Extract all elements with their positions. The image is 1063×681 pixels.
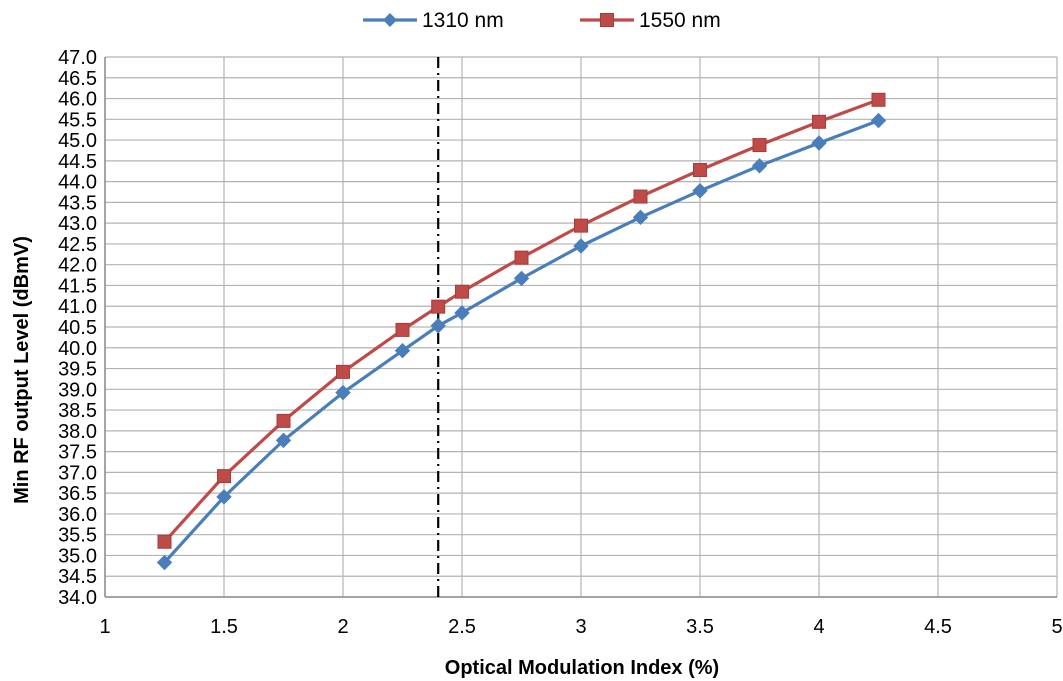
y-tick-label: 43.0 — [58, 213, 97, 235]
x-axis-title: Optical Modulation Index (%) — [445, 657, 719, 679]
y-tick-label: 39.0 — [58, 379, 97, 401]
data-point-1310-nm — [811, 135, 827, 151]
y-tick-label: 45.5 — [58, 109, 97, 131]
data-point-1550-nm — [752, 138, 767, 153]
data-point-1310-nm — [335, 384, 351, 401]
y-tick-label: 47.0 — [58, 47, 97, 69]
data-point-1310-nm — [430, 318, 446, 334]
y-tick-label: 40.0 — [58, 338, 97, 360]
legend-label-1310-nm: 1310 nm — [422, 9, 504, 32]
data-point-1550-nm — [514, 250, 529, 265]
data-point-1550-nm — [431, 299, 446, 314]
y-tick-label: 44.0 — [58, 172, 97, 194]
y-tick-label: 38.0 — [58, 421, 97, 443]
data-point-1310-nm — [156, 554, 173, 571]
data-point-1550-nm — [693, 162, 707, 177]
y-tick-label: 37.0 — [58, 462, 97, 484]
gridlines — [104, 56, 1058, 598]
x-tick-label: 1 — [99, 616, 110, 638]
data-point-1550-nm — [157, 534, 172, 549]
y-tick-label: 40.5 — [58, 317, 97, 339]
y-tick-label: 34.0 — [58, 587, 97, 609]
legend-label-1550-nm: 1550 nm — [639, 9, 721, 32]
y-tick-label: 46.5 — [58, 68, 97, 90]
y-tick-label: 45.0 — [58, 130, 97, 152]
x-tick-label: 3.5 — [686, 616, 714, 638]
data-point-1550-nm — [574, 218, 588, 233]
y-tick-label: 46.0 — [58, 89, 97, 111]
data-point-1550-nm — [812, 114, 826, 129]
y-tick-label: 34.5 — [58, 566, 97, 588]
data-point-1310-nm — [513, 270, 530, 287]
y-tick-label: 43.5 — [58, 192, 97, 214]
y-tick-label: 42.0 — [58, 255, 97, 277]
data-point-1310-nm — [394, 342, 411, 359]
data-point-1550-nm — [336, 364, 350, 379]
x-tick-label: 4 — [813, 616, 824, 638]
data-point-1550-nm — [217, 469, 231, 484]
series-line-1310-nm — [163, 119, 880, 564]
data-point-1310-nm — [216, 489, 232, 505]
data-point-1310-nm — [692, 183, 708, 199]
data-point-1310-nm — [454, 305, 470, 321]
y-tick-label: 44.5 — [58, 151, 97, 173]
y-tick-label: 42.5 — [58, 234, 97, 256]
y-tick-label: 35.0 — [58, 545, 97, 567]
data-point-1550-nm — [633, 189, 648, 204]
y-tick-label: 41.0 — [58, 296, 97, 318]
y-tick-label: 41.5 — [58, 275, 97, 297]
data-point-1310-nm — [751, 158, 768, 174]
data-point-1550-nm — [455, 284, 469, 299]
data-point-1310-nm — [275, 432, 292, 449]
y-tick-label: 36.0 — [58, 504, 97, 526]
data-point-1310-nm — [632, 209, 649, 226]
x-tick-label: 5 — [1051, 616, 1062, 638]
y-tick-label: 36.5 — [58, 483, 97, 505]
series-group — [156, 92, 887, 571]
legend-marker-1550-nm — [600, 13, 614, 27]
y-tick-label: 35.5 — [58, 525, 97, 547]
series-line-1550-nm — [163, 98, 880, 543]
axes: 34.034.535.035.536.036.537.037.538.038.5… — [58, 47, 1063, 638]
x-tick-label: 2 — [337, 616, 348, 638]
legend: 1310 nm 1550 nm — [363, 9, 721, 32]
data-point-1310-nm — [573, 238, 589, 254]
y-axis-title: Min RF output Level (dBmV) — [11, 236, 33, 504]
y-tick-label: 38.5 — [58, 400, 97, 422]
data-point-1550-nm — [276, 413, 291, 428]
x-tick-label: 4.5 — [924, 616, 952, 638]
y-tick-label: 39.5 — [58, 359, 97, 381]
data-point-1310-nm — [870, 112, 887, 129]
y-tick-label: 37.5 — [58, 442, 97, 464]
x-tick-label: 3 — [575, 616, 586, 638]
x-tick-label: 1.5 — [210, 616, 238, 638]
data-point-1550-nm — [395, 322, 410, 337]
legend-marker-1310-nm — [383, 13, 397, 27]
data-point-1550-nm — [871, 92, 886, 107]
x-tick-label: 2.5 — [448, 616, 476, 638]
